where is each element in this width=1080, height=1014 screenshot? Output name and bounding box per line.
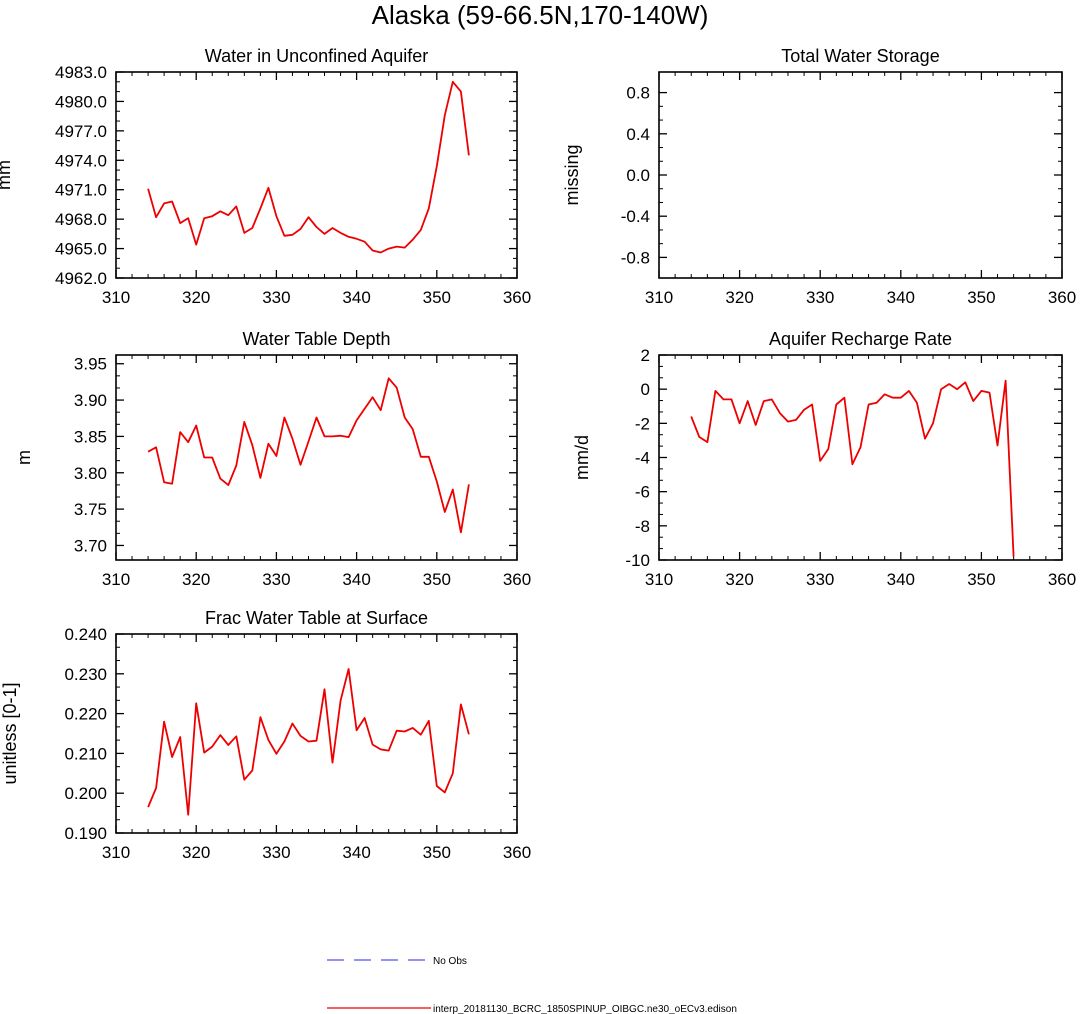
panel-5: Frac Water Table at Surface 310 320 330 340 3… [0,608,531,862]
plot-frame [658,354,1063,561]
x-tick-label: 310 [645,570,673,589]
x-tick-label: 320 [182,288,210,307]
x-tick-label: 310 [645,288,673,307]
x-tick-label: 330 [262,570,290,589]
x-tick-label: 360 [503,843,531,862]
x-tick-label: 330 [806,288,834,307]
y-tick-label: 0.230 [64,665,107,684]
x-tick-label: 340 [342,843,370,862]
x-tick-label: 330 [262,843,290,862]
x-tick-label: 360 [503,288,531,307]
y-tick-label: 3.75 [74,500,107,519]
y-tick-label: 4977.0 [55,122,107,141]
x-tick-label: 340 [342,288,370,307]
panel-4: Aquifer Recharge Rate 310 320 330 340 350 360 -… [572,329,1076,589]
y-tick-label: 0.210 [64,744,107,763]
y-tick-label: 4965.0 [55,240,107,259]
x-tick-label: 320 [725,288,753,307]
y-tick-label: 0.220 [64,705,107,724]
y-tick-label: 4971.0 [55,181,107,200]
y-tick-label: 3.95 [74,355,107,374]
panel-2: Total Water Storage 310 320 330 340 350 360 -0.… [562,46,1076,307]
x-tick-label: 350 [423,570,451,589]
panel-title: Total Water Storage [781,46,939,66]
x-tick-label: 340 [342,570,370,589]
panel-3: Water Table Depth 310 320 330 340 350 360 3.70 3… [14,329,531,589]
x-tick-label: 320 [182,843,210,862]
x-tick-label: 320 [725,570,753,589]
y-tick-label: 4968.0 [55,210,107,229]
x-tick-label: 330 [806,570,834,589]
x-tick-label: 330 [262,288,290,307]
legend-obs-label: No Obs [433,956,467,967]
series-line [147,668,470,816]
x-tick-label: 350 [967,570,995,589]
y-tick-label: 0.190 [64,824,107,843]
plot-frame [658,71,1063,279]
y-tick-label: -0.4 [621,207,650,226]
y-tick-label: 0.8 [626,84,650,103]
panel-1: Water in Unconfined Aquifer 310 320 330 340 3… [0,46,531,307]
x-tick-label: 310 [102,570,130,589]
y-tick-label: 3.70 [74,536,107,555]
y-tick-label: 3.80 [74,464,107,483]
y-tick-label: -2 [635,414,650,433]
y-tick-label: 3.90 [74,391,107,410]
y-tick-label: 0.0 [626,166,650,185]
x-tick-label: 360 [1048,288,1076,307]
x-tick-label: 350 [423,843,451,862]
y-tick-label: 0.4 [626,125,650,144]
x-tick-label: 310 [102,288,130,307]
x-tick-label: 350 [423,288,451,307]
figure-title: Alaska (59-66.5N,170-140W) [372,0,709,30]
y-tick-label: 2 [641,346,650,365]
y-tick-label: 4980.0 [55,92,107,111]
plot-frame [115,633,518,834]
legend: No Obs interp_20181130_BCRC_1850SPINUP_O… [327,956,737,1014]
series-line [690,379,1015,557]
x-tick-label: 360 [503,570,531,589]
y-axis-label: unitless [0-1] [0,682,20,784]
panel-title: Water in Unconfined Aquifer [205,46,428,66]
panel-title: Water Table Depth [242,329,390,349]
x-tick-label: 340 [887,570,915,589]
y-axis-label: mm/d [572,435,592,480]
y-tick-label: 0.240 [64,625,107,644]
x-tick-label: 350 [967,288,995,307]
x-tick-label: 340 [887,288,915,307]
series-line [147,80,470,254]
x-tick-label: 360 [1048,570,1076,589]
x-tick-label: 310 [102,843,130,862]
y-tick-label: -4 [635,449,650,468]
legend-model-label: interp_20181130_BCRC_1850SPINUP_OIBGC.ne… [433,1004,737,1014]
y-axis-label: m [14,450,34,465]
y-axis-label: missing [562,144,582,205]
panel-title: Frac Water Table at Surface [205,608,428,628]
y-tick-label: -6 [635,483,650,502]
y-tick-label: -0.8 [621,248,650,267]
x-tick-label: 320 [182,570,210,589]
panels: Water in Unconfined Aquifer 310 320 330 340 3… [0,46,1076,862]
y-tick-label: -10 [625,551,650,570]
y-tick-label: 0 [641,380,650,399]
y-tick-label: 4983.0 [55,63,107,82]
y-axis-label: mm [0,160,14,190]
plot-frame [115,71,518,279]
series-line [147,377,470,534]
y-tick-label: -8 [635,517,650,536]
y-tick-label: 0.200 [64,784,107,803]
y-tick-label: 3.85 [74,427,107,446]
panel-title: Aquifer Recharge Rate [769,329,952,349]
plot-frame [115,354,518,561]
y-tick-label: 4962.0 [55,269,107,288]
y-tick-label: 4974.0 [55,151,107,170]
